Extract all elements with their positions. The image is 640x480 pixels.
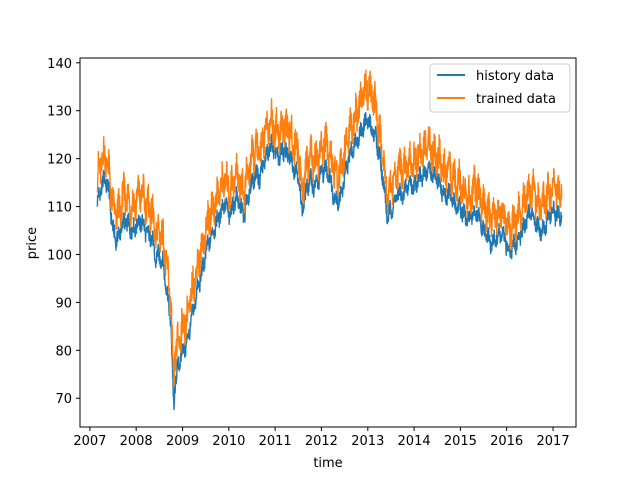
y-tick-label: 140: [47, 57, 72, 72]
x-tick-label: 2008: [120, 434, 153, 449]
y-tick-label: 110: [47, 201, 72, 216]
x-tick-label: 2012: [305, 434, 338, 449]
x-tick-label: 2010: [212, 434, 245, 449]
x-tick-label: 2009: [166, 434, 199, 449]
y-axis-label: price: [25, 227, 40, 259]
y-tick-label: 130: [47, 105, 72, 120]
legend-label-trained: trained data: [476, 92, 556, 107]
x-tick-label: 2011: [259, 434, 292, 449]
y-tick-label: 80: [55, 344, 72, 359]
series-line-trained: [96, 69, 563, 387]
y-tick-label: 120: [47, 153, 72, 168]
y-tick-label: 90: [55, 296, 72, 311]
x-tick-label: 2014: [398, 434, 431, 449]
y-tick-label: 70: [55, 392, 72, 407]
legend: history data trained data: [429, 63, 571, 113]
y-axis: 70 80 90 100 110 120 130 140: [47, 57, 80, 407]
x-axis: 2007 2008 2009 2010 2011 2012 2013 2014 2015 2016…: [73, 427, 570, 449]
y-tick-label: 100: [47, 248, 72, 263]
series-layer: [96, 69, 563, 411]
x-axis-label: time: [313, 456, 342, 471]
x-tick-label: 2007: [73, 434, 106, 449]
plot-frame: [79, 57, 577, 428]
plot-area: [96, 69, 563, 411]
x-tick-label: 2016: [490, 434, 523, 449]
legend-label-history: history data: [476, 69, 554, 84]
x-tick-label: 2015: [444, 434, 477, 449]
series-line-history: [96, 111, 563, 411]
x-tick-label: 2017: [537, 434, 570, 449]
x-tick-label: 2013: [351, 434, 384, 449]
